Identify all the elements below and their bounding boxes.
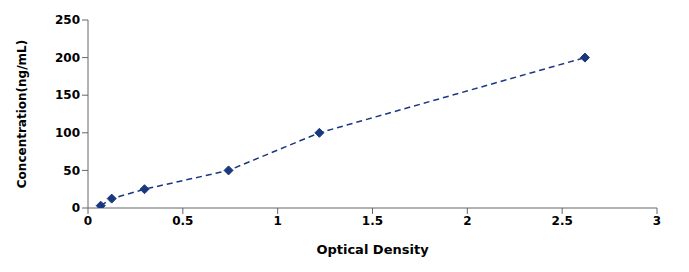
svg-text:200: 200 (55, 51, 80, 65)
svg-text:250: 250 (55, 13, 80, 27)
svg-text:Concentration(ng/mL): Concentration(ng/mL) (15, 40, 29, 188)
svg-text:0.5: 0.5 (172, 214, 193, 228)
svg-text:2.5: 2.5 (552, 214, 573, 228)
svg-text:1: 1 (273, 214, 281, 228)
svg-text:Optical Density: Optical Density (316, 242, 429, 257)
svg-text:100: 100 (55, 126, 80, 140)
svg-text:150: 150 (55, 88, 80, 102)
svg-text:2: 2 (463, 214, 471, 228)
svg-text:3: 3 (653, 214, 661, 228)
svg-text:0: 0 (84, 214, 92, 228)
svg-text:1.5: 1.5 (362, 214, 383, 228)
svg-text:50: 50 (63, 164, 80, 178)
svg-text:0: 0 (72, 201, 80, 215)
